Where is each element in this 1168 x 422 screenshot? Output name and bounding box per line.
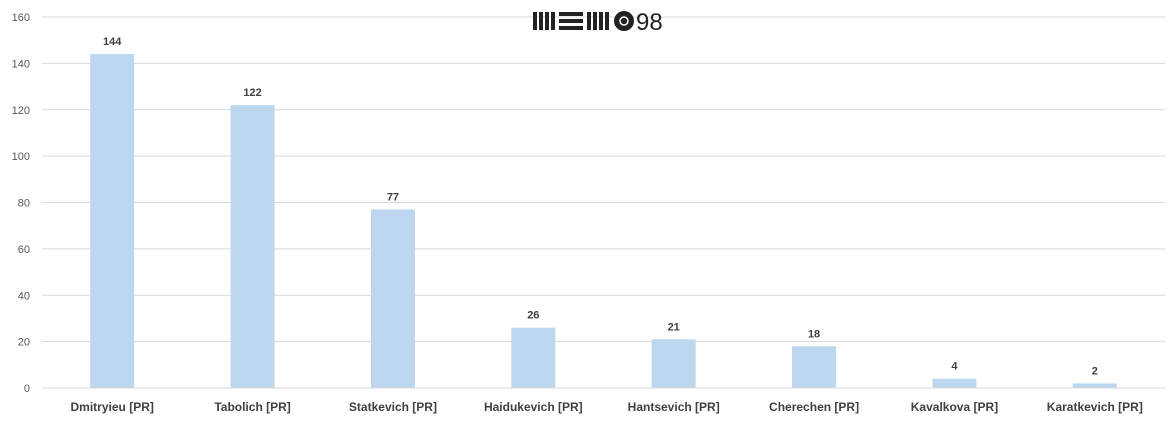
x-category-label: Statkevich [PR] [349, 400, 437, 414]
data-labels: 144 122 77 26 21 18 4 2 [103, 36, 1098, 377]
data-label: 2 [1092, 365, 1098, 377]
y-tick-label: 20 [18, 337, 30, 349]
bar [792, 346, 837, 388]
bar [651, 339, 696, 388]
x-category-label: Karatkevich [PR] [1047, 400, 1143, 414]
bars [90, 54, 1117, 389]
y-tick-label: 160 [12, 12, 30, 24]
data-label: 144 [103, 36, 122, 48]
x-category-label: Haidukevich [PR] [484, 400, 583, 414]
data-label: 21 [668, 321, 680, 333]
gridlines [42, 16, 1165, 343]
bar [511, 327, 556, 388]
x-category-label: Tabolich [PR] [214, 400, 290, 414]
memo98-logo: 98 [533, 9, 663, 36]
x-axis-categories: Dmitryieu [PR] Tabolich [PR] Statkevich [P… [71, 400, 1143, 414]
y-tick-label: 120 [12, 105, 30, 117]
y-tick-label: 100 [12, 151, 30, 163]
bar [370, 209, 415, 388]
x-category-label: Dmitryieu [PR] [71, 400, 154, 414]
y-tick-label: 60 [18, 244, 30, 256]
data-label: 26 [527, 310, 539, 322]
y-tick-label: 80 [18, 198, 30, 210]
bar [932, 378, 977, 388]
x-category-label: Hantsevich [PR] [628, 400, 720, 414]
data-label: 4 [951, 361, 958, 373]
x-category-label: Cherechen [PR] [769, 400, 859, 414]
bar [1072, 383, 1117, 388]
x-category-label: Kavalkova [PR] [911, 400, 998, 414]
data-label: 77 [387, 191, 399, 203]
bar [230, 105, 275, 389]
bar [90, 54, 135, 388]
logo-suffix: 98 [636, 9, 663, 36]
y-axis-ticks: 0 20 40 60 80 100 120 140 160 [12, 12, 30, 395]
data-label: 18 [808, 328, 820, 340]
y-tick-label: 0 [24, 383, 30, 395]
data-label: 122 [243, 87, 261, 99]
y-tick-label: 140 [12, 58, 30, 70]
y-tick-label: 40 [18, 290, 30, 302]
